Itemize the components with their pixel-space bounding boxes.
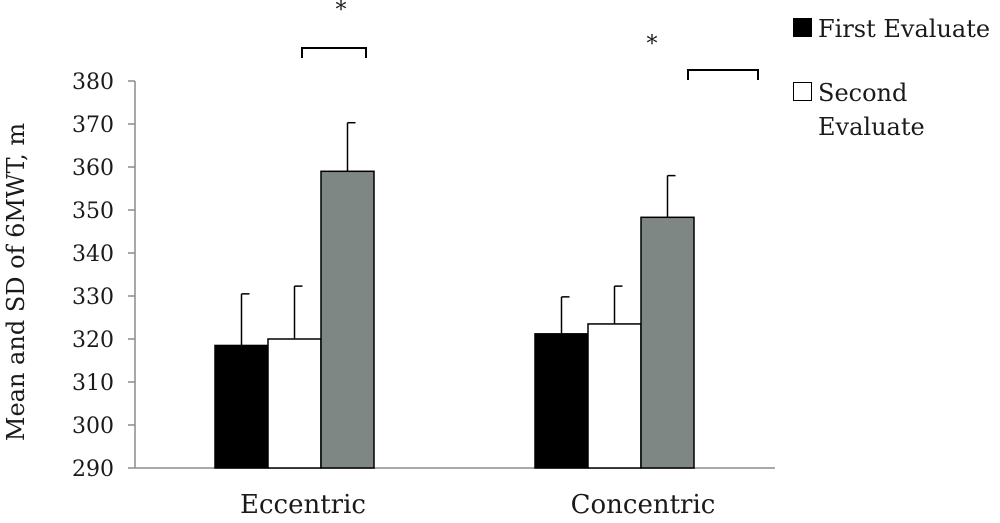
y-tick-label: 320 (72, 328, 114, 353)
legend-label-second: Second Evaluate (818, 79, 925, 141)
legend: First Evaluate Second Evaluate (793, 12, 998, 174)
bars: Eccentric Concentric (214, 121, 716, 520)
significance-bracket (301, 47, 367, 58)
significance-star: * (336, 0, 347, 23)
x-tick-label: Concentric (571, 490, 716, 520)
y-tick-label: 330 (72, 285, 114, 310)
y-tick-label: 350 (72, 199, 114, 224)
legend-swatch-second (793, 82, 812, 101)
annotations: ** (301, 0, 759, 80)
bar (587, 323, 642, 469)
y-axis-label: Mean and SD of 6MWT, m (2, 123, 30, 441)
y-tick-label: 300 (72, 414, 114, 439)
y-axis: 290 300 310 320 330 340 350 360 370 380 (72, 70, 775, 482)
significance-bracket (687, 69, 759, 80)
bar (214, 344, 269, 469)
y-tick-label: 370 (72, 113, 114, 138)
legend-swatch-first (793, 18, 812, 37)
y-tick-label: 310 (72, 371, 114, 396)
y-tick-label: 340 (72, 242, 114, 267)
significance-star: * (647, 32, 658, 57)
legend-label-first: First Evaluate (818, 15, 991, 43)
x-tick-label: Eccentric (240, 490, 366, 520)
legend-item-second: Second Evaluate (793, 76, 998, 144)
y-tick-label: 290 (72, 457, 114, 482)
bar (320, 170, 375, 469)
legend-item-first: First Evaluate (793, 12, 998, 46)
bar (267, 338, 322, 469)
y-tick-label: 380 (72, 70, 114, 95)
y-tick-label: 360 (72, 156, 114, 181)
bar (640, 216, 695, 469)
bar (534, 333, 589, 469)
